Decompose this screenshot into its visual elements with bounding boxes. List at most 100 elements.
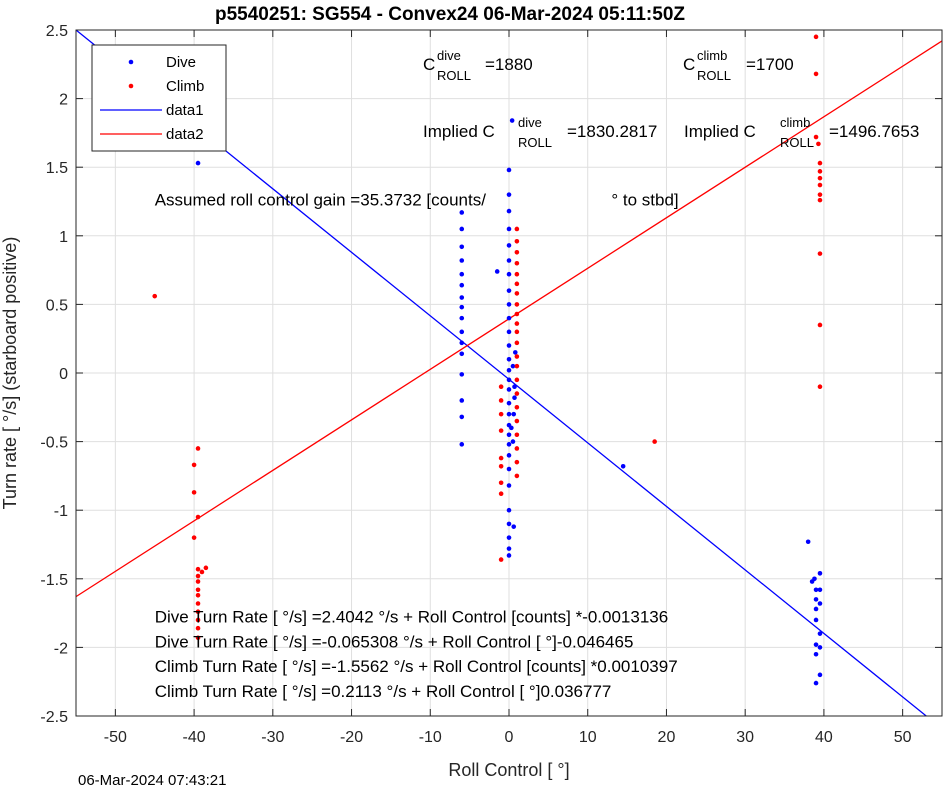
climb-point [191, 462, 197, 468]
dive-point [506, 167, 512, 173]
dive-point [509, 118, 515, 123]
dive-point [506, 258, 512, 263]
dive-point [511, 411, 517, 417]
climb-point [195, 587, 201, 593]
climb-point [152, 293, 158, 299]
climb-point [514, 432, 520, 438]
dive-point [506, 192, 512, 197]
climb-point [813, 134, 819, 140]
dive-point [813, 597, 819, 602]
implied-dive-value: =1830.2817 [567, 122, 657, 141]
climb-point [817, 251, 823, 256]
climb-point [813, 71, 819, 77]
dive-point [506, 553, 512, 558]
dive-point [506, 377, 512, 383]
climb-point [514, 238, 520, 244]
c-dive-letter: C [423, 55, 435, 74]
dive-point [506, 302, 512, 307]
climb-point [498, 411, 504, 417]
dive-point [805, 539, 811, 545]
climb-point [195, 625, 201, 631]
climb-point [817, 322, 823, 328]
x-tick-label: -10 [419, 729, 442, 746]
climb-point [203, 565, 209, 571]
dive-point [506, 466, 512, 472]
climb-point [514, 291, 520, 296]
climb-point [514, 446, 520, 451]
annotation-text: Dive Turn Rate [ °/s] =-0.065308 °/s + R… [155, 632, 634, 651]
climb-point [514, 459, 520, 465]
dive-point [506, 288, 512, 293]
climb-coefficient-label: C climb ROLL =1700 [683, 48, 794, 83]
climb-point [514, 363, 520, 369]
c-dive-sup: dive [437, 48, 461, 63]
dive-point [506, 546, 512, 551]
y-tick-label: 1.5 [46, 160, 68, 177]
implied-dive-sub: ROLL [518, 135, 552, 150]
implied-climb-prefix: Implied C [684, 122, 756, 141]
dive-point [506, 208, 512, 214]
x-tick-label: -20 [340, 729, 363, 746]
climb-point [817, 175, 823, 181]
climb-point [498, 398, 504, 403]
climb-point [195, 592, 201, 598]
climb-point [514, 405, 520, 410]
climb-point [514, 302, 520, 307]
footer-timestamp: 06-Mar-2024 07:43:21 [78, 772, 227, 789]
dive-point [506, 453, 512, 458]
c-dive-sub: ROLL [437, 68, 471, 83]
x-axis-label: Roll Control [ °] [448, 760, 569, 780]
climb-point [514, 311, 520, 317]
legend-climb-marker [128, 83, 134, 89]
y-tick-label: -1 [54, 503, 68, 520]
implied-dive-prefix: Implied C [423, 122, 495, 141]
dive-point [506, 271, 512, 277]
climb-point [498, 491, 504, 497]
dive-coefficient-label: C dive ROLL =1880 [423, 48, 533, 83]
climb-point [498, 384, 504, 390]
legend-box [91, 44, 227, 152]
climb-point [816, 141, 821, 147]
dive-point [459, 271, 465, 277]
dive-point [459, 295, 465, 300]
legend-data2-label: data2 [166, 126, 204, 143]
dive-point [459, 398, 465, 403]
dive-point [512, 395, 517, 400]
climb-point [195, 601, 201, 606]
climb-point [195, 446, 201, 451]
dive-point [817, 601, 823, 606]
legend-dive-label: Dive [166, 54, 196, 71]
y-tick-label: 0 [59, 366, 68, 383]
c-dive-value: =1880 [485, 55, 533, 74]
implied-dive-coefficient: Implied C dive ROLL =1830.2817 [423, 115, 657, 150]
climb-point [514, 377, 520, 383]
climb-point [817, 197, 823, 203]
dive-point [817, 645, 823, 650]
y-tick-label: -1.5 [40, 572, 68, 589]
climb-point [813, 34, 819, 40]
climb-point [498, 480, 504, 486]
dive-point [459, 244, 465, 250]
climb-point [817, 192, 823, 197]
dive-point [620, 463, 626, 469]
dive-point [817, 571, 823, 576]
climb-point [652, 439, 657, 444]
y-tick-label: 2 [59, 92, 68, 109]
climb-point [514, 473, 520, 479]
climb-point [195, 579, 201, 584]
dive-point [510, 363, 516, 369]
dive-point [459, 351, 465, 357]
climb-point [514, 354, 520, 359]
c-climb-letter: C [683, 55, 695, 74]
c-climb-sub: ROLL [697, 68, 731, 83]
climb-point [817, 182, 823, 188]
climb-point [195, 635, 201, 641]
dive-point [459, 304, 465, 310]
y-tick-label: -2 [54, 640, 68, 657]
climb-point [514, 271, 520, 277]
climb-point [498, 463, 504, 469]
climb-point [514, 249, 520, 255]
climb-point [195, 514, 201, 520]
dive-point [510, 439, 516, 444]
